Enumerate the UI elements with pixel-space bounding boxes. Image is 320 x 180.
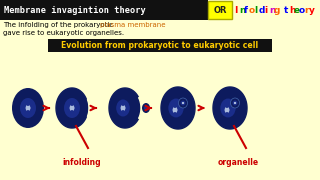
Polygon shape <box>213 87 247 129</box>
Text: organelle: organelle <box>218 158 259 167</box>
Text: infolding: infolding <box>62 158 100 167</box>
Text: o: o <box>249 6 255 15</box>
Ellipse shape <box>64 98 80 118</box>
Polygon shape <box>87 99 92 117</box>
Text: plasma membrane: plasma membrane <box>100 22 165 28</box>
Ellipse shape <box>233 100 237 105</box>
Text: n: n <box>239 6 245 15</box>
Text: o: o <box>299 6 305 15</box>
Ellipse shape <box>116 100 130 116</box>
Text: n: n <box>269 6 276 15</box>
Polygon shape <box>109 88 141 128</box>
Ellipse shape <box>220 99 236 118</box>
Text: Membrane invagintion theory: Membrane invagintion theory <box>4 6 146 15</box>
Text: h: h <box>289 6 295 15</box>
Text: The infolding of the prokaryotic: The infolding of the prokaryotic <box>3 22 116 28</box>
Ellipse shape <box>142 103 150 113</box>
Bar <box>48 39 272 52</box>
Bar <box>208 1 232 19</box>
Polygon shape <box>56 88 88 128</box>
Ellipse shape <box>180 100 186 105</box>
Ellipse shape <box>168 99 184 118</box>
Ellipse shape <box>179 98 188 108</box>
Text: d: d <box>259 6 265 15</box>
Ellipse shape <box>12 88 44 128</box>
Text: r: r <box>304 6 308 15</box>
Text: t: t <box>284 6 288 15</box>
Text: e: e <box>294 6 300 15</box>
Text: g: g <box>274 6 280 15</box>
Text: f: f <box>244 6 248 15</box>
Polygon shape <box>139 98 151 118</box>
Ellipse shape <box>20 98 36 118</box>
Text: Evolution from prokaryotic to eukaryotic cell: Evolution from prokaryotic to eukaryotic… <box>61 41 259 50</box>
Polygon shape <box>161 87 195 129</box>
Text: I: I <box>234 6 237 15</box>
Bar <box>0 0 208 20</box>
Text: y: y <box>309 6 315 15</box>
Text: l: l <box>254 6 257 15</box>
Ellipse shape <box>230 98 239 108</box>
Text: OR: OR <box>213 6 227 15</box>
Text: gave rise to eukaryotic organelles.: gave rise to eukaryotic organelles. <box>3 30 124 36</box>
Ellipse shape <box>144 105 148 111</box>
Text: i: i <box>264 6 267 15</box>
